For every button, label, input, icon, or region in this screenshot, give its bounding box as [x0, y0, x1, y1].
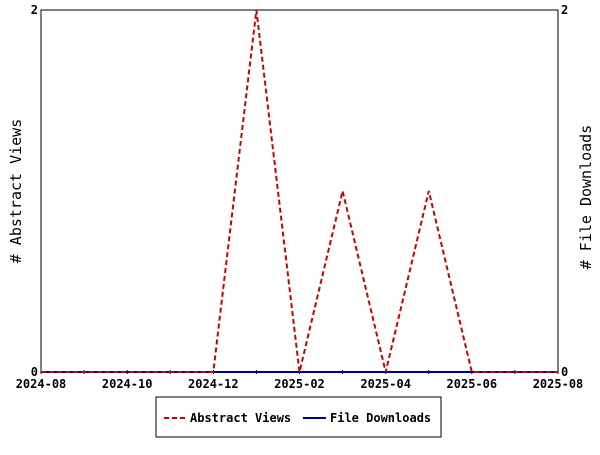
legend: Abstract Views File Downloads — [155, 396, 442, 438]
x-tick-label: 2024-08 — [16, 377, 67, 391]
x-axis-ticks: 2024-08 2024-10 2024-12 2025-02 2025-04 2025-… — [16, 370, 584, 391]
y-tick-label-left: 2 — [31, 3, 38, 17]
y-tick-label-left: 0 — [31, 365, 38, 379]
y-axis-right-title: # File Downloads — [577, 125, 595, 270]
x-tick-label: 2025-04 — [360, 377, 411, 391]
x-tick-label: 2024-10 — [102, 377, 153, 391]
legend-box — [155, 396, 442, 438]
x-tick-label: 2024-12 — [188, 377, 239, 391]
legend-label-abstract-views: Abstract Views — [190, 411, 291, 425]
x-tick-label: 2025-08 — [533, 377, 584, 391]
series-layer — [41, 9, 558, 373]
y-axis-left-title: # Abstract Views — [7, 119, 25, 264]
legend-label-file-downloads: File Downloads — [330, 411, 431, 425]
plot-area — [40, 9, 559, 373]
y-tick-label-right: 0 — [561, 365, 568, 379]
x-tick-label: 2025-06 — [447, 377, 498, 391]
x-tick-label: 2025-02 — [274, 377, 325, 391]
y-tick-label-right: 2 — [561, 3, 568, 17]
